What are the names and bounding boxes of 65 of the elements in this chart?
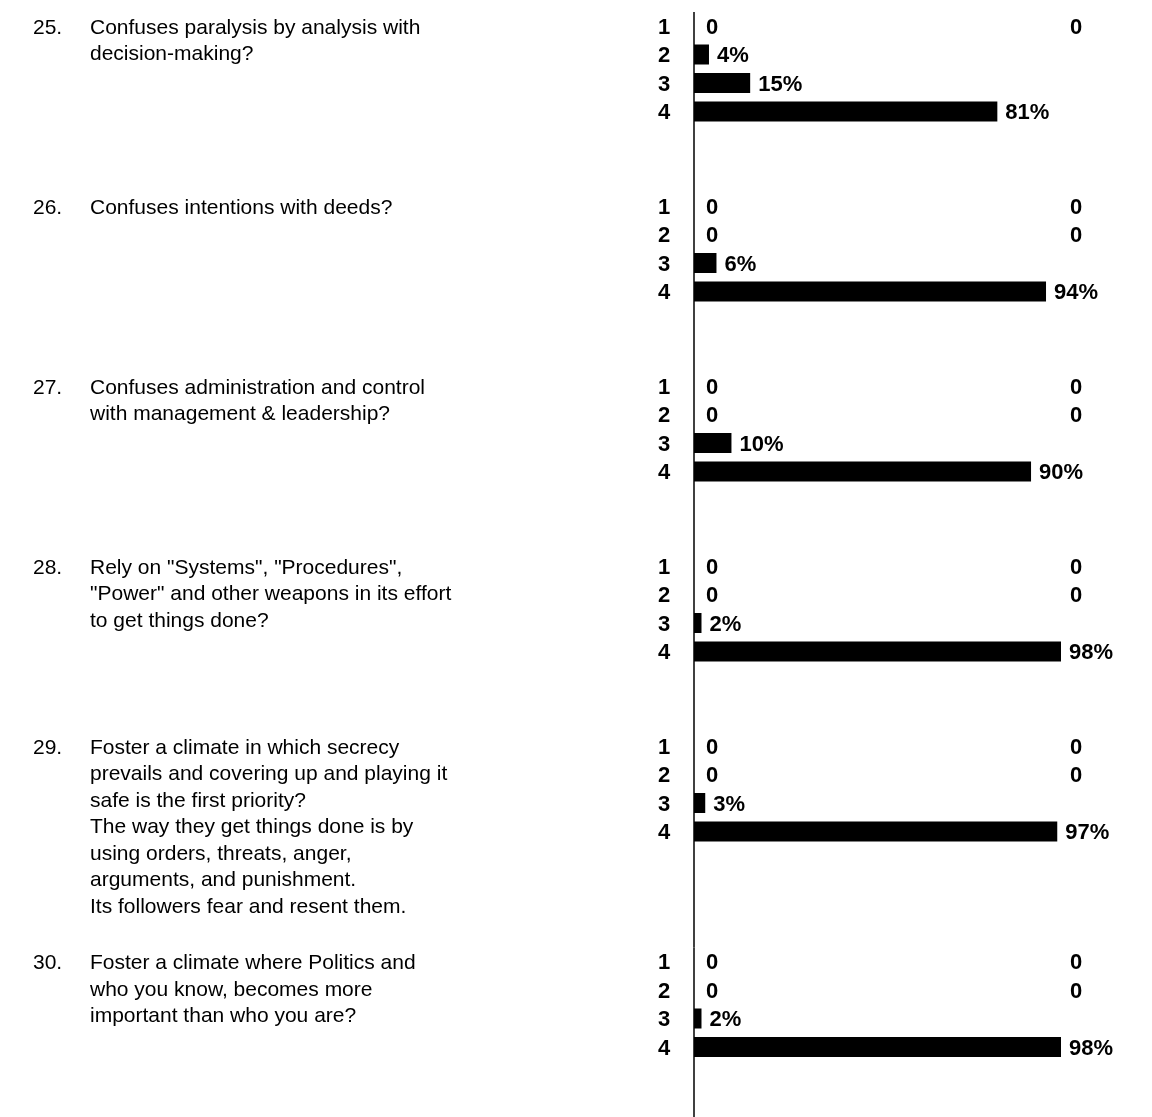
data-label: 10%	[739, 430, 784, 456]
text: 0	[1070, 733, 1083, 759]
y-tick-label: 4	[658, 639, 671, 665]
data-label: 0	[706, 582, 719, 608]
y-tick-label: 1	[658, 949, 671, 975]
y-tick-label: 4	[658, 1034, 671, 1060]
y-tick-label: 2	[658, 222, 671, 248]
chart-title: 25. Confuses paralysis by analysis with decision-making?	[33, 14, 421, 65]
chart-title: 29. Foster a climate in which secrecy prevails and covering up and playing it safe is the first priority? The way they get things done is by using orders, threats, anger, arguments, and punishment. Its followers fear and resent them.	[33, 734, 448, 917]
y-tick-label: 1	[658, 733, 671, 759]
y-tick-label: 3	[658, 1006, 671, 1032]
data-label: 0	[706, 222, 719, 248]
data-label: 81%	[1005, 99, 1050, 125]
y-tick-label: 3	[658, 610, 671, 636]
data-label: 0	[706, 762, 719, 788]
text: 0	[1070, 977, 1083, 1003]
text: 0	[1070, 949, 1083, 975]
data-label: 0	[706, 402, 719, 428]
data-label: 97%	[1065, 819, 1110, 845]
text: 0	[1070, 553, 1083, 579]
data-label: 15%	[758, 70, 803, 96]
y-tick-label: 2	[658, 42, 671, 68]
data-label: 0	[706, 949, 719, 975]
text: 0	[1070, 373, 1083, 399]
y-tick-label: 2	[658, 977, 671, 1003]
y-tick-label: 2	[658, 762, 671, 788]
data-label: 90%	[1039, 459, 1084, 485]
data-label: 6%	[724, 250, 757, 276]
y-tick-label: 1	[658, 553, 671, 579]
data-label: 0	[706, 193, 719, 219]
text: 0	[1070, 222, 1083, 248]
data-label: 4%	[716, 42, 749, 68]
data-label: 0	[706, 373, 719, 399]
chart-title: 27. Confuses administration and control with management & leadership?	[33, 374, 426, 425]
chart-title: 30. Foster a climate where Politics and who you know, becomes more important than who you are?	[33, 950, 416, 1027]
text: 0	[1070, 13, 1083, 39]
y-tick-label: 1	[658, 373, 671, 399]
data-label: 2%	[709, 1006, 742, 1032]
data-label: 2%	[709, 610, 742, 636]
y-tick-label: 3	[658, 790, 671, 816]
text: 0	[1070, 193, 1083, 219]
data-label: 0	[706, 733, 719, 759]
y-tick-label: 4	[658, 459, 671, 485]
text: 0	[1070, 762, 1083, 788]
chart-title: 26. Confuses intentions with deeds?	[33, 194, 393, 218]
text: 0	[1070, 582, 1083, 608]
y-tick-label: 3	[658, 430, 671, 456]
y-tick-label: 1	[658, 13, 671, 39]
data-label: 0	[706, 13, 719, 39]
y-tick-label: 2	[658, 402, 671, 428]
data-label: 0	[706, 553, 719, 579]
data-label: 98%	[1069, 1034, 1114, 1060]
data-label: 98%	[1069, 639, 1114, 665]
text: 0	[1070, 402, 1083, 428]
y-tick-label: 2	[658, 582, 671, 608]
y-tick-label: 4	[658, 819, 671, 845]
y-tick-label: 1	[658, 193, 671, 219]
data-label: 3%	[713, 790, 746, 816]
y-tick-label: 4	[658, 99, 671, 125]
chart-title: 28. Rely on "Systems", "Procedures", "Power" and other weapons in its effort to get things done?	[33, 554, 452, 631]
y-tick-label: 3	[658, 250, 671, 276]
data-label: 94%	[1054, 279, 1099, 305]
y-tick-label: 3	[658, 70, 671, 96]
data-label: 0	[706, 977, 719, 1003]
y-tick-label: 4	[658, 279, 671, 305]
